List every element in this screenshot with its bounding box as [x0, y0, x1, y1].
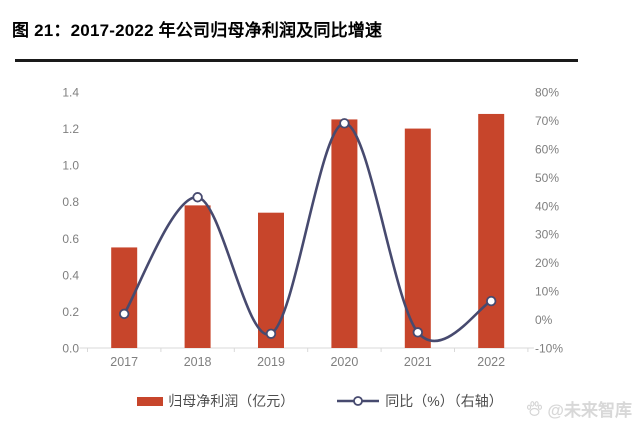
bar-2022	[478, 113, 505, 348]
x-axis-label-2017: 2017	[110, 355, 138, 369]
bar-swatch-icon	[137, 396, 164, 406]
left-axis-tick-label: 0.6	[62, 232, 79, 246]
right-axis-tick-label: 50%	[535, 171, 559, 185]
bar-series	[111, 113, 505, 348]
line-markers	[118, 118, 497, 339]
right-axis-tick-label: 60%	[535, 142, 559, 156]
right-axis-tick-label: 10%	[535, 285, 559, 299]
paw-icon	[527, 401, 543, 416]
x-axis	[79, 347, 534, 352]
right-axis-ticks: 80% 70% 60% 50% 40% 30% 20% 10% 0% -10%	[535, 86, 563, 356]
bar-2019	[258, 212, 284, 348]
legend-label-yoy: 同比（%）（右轴）	[385, 393, 503, 409]
marker-2021	[412, 327, 424, 338]
combo-chart: 1.4 1.2 1.0 0.8 0.6 0.4 0.2 0.0 80% 70% 60% 50% 40% 3…	[62, 86, 563, 370]
right-axis-tick-label: 80%	[535, 86, 559, 100]
right-axis-tick-label: 30%	[535, 228, 559, 242]
bar-2021	[404, 128, 431, 348]
x-axis-label-2020: 2020	[330, 355, 358, 369]
watermark: @未来智库	[526, 396, 632, 421]
line-marker-swatch-icon	[337, 396, 380, 406]
x-axis-labels: 2017 2018 2019 2020 2021 2022	[110, 355, 505, 369]
legend-item-net-profit: 归母净利润（亿元）	[137, 391, 294, 411]
chart-legend: 归母净利润（亿元） 同比（%）（右轴）	[0, 391, 640, 411]
legend-label-net-profit: 归母净利润（亿元）	[168, 393, 295, 409]
bar-2020	[331, 119, 358, 348]
left-axis-tick-label: 1.2	[62, 122, 79, 136]
left-axis-tick-label: 0.8	[62, 195, 79, 209]
marker-2019	[265, 328, 277, 339]
left-axis-tick-label: 1.4	[62, 86, 79, 100]
bar-2018	[184, 205, 211, 348]
left-axis-tick-label: 1.0	[62, 159, 79, 173]
x-axis-label-2018: 2018	[184, 355, 212, 369]
marker-2017	[118, 308, 130, 320]
legend-item-yoy: 同比（%）（右轴）	[336, 391, 503, 411]
right-axis-tick-label: 40%	[535, 199, 559, 213]
x-axis-label-2019: 2019	[257, 355, 285, 369]
left-axis-tick-label: 0.4	[62, 268, 79, 282]
right-axis-tick-label: 70%	[535, 114, 559, 128]
left-axis-tick-label: 0.0	[62, 342, 79, 356]
watermark-text: @未来智库	[547, 401, 632, 420]
left-axis-ticks: 1.4 1.2 1.0 0.8 0.6 0.4 0.2 0.0	[62, 86, 79, 356]
yoy-trend-line	[123, 121, 492, 343]
right-axis-tick-label: 20%	[535, 256, 559, 270]
x-axis-label-2021: 2021	[404, 355, 432, 369]
left-axis-tick-label: 0.2	[62, 305, 79, 319]
figure-title: 图 21：2017-2022 年公司归母净利润及同比增速	[12, 21, 383, 40]
x-axis-label-2022: 2022	[477, 355, 505, 369]
title-divider	[15, 59, 578, 62]
right-axis-tick-label: 0%	[535, 313, 553, 327]
right-axis-tick-label: -10%	[535, 342, 563, 356]
marker-2022	[486, 295, 497, 307]
marker-2020	[339, 118, 350, 129]
marker-2018	[192, 192, 203, 203]
